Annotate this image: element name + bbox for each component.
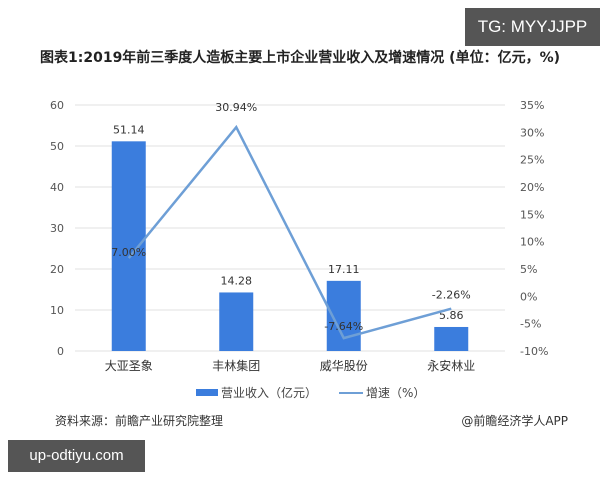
- right-axis-tick: 20%: [520, 181, 544, 194]
- right-axis-tick: -10%: [520, 345, 548, 358]
- bar-swatch-icon: [196, 389, 218, 396]
- left-axis-tick: 50: [50, 140, 64, 153]
- right-axis-tick: 10%: [520, 236, 544, 249]
- tg-badge: TG: MYYJJPP: [465, 8, 600, 46]
- right-axis-tick: 15%: [520, 208, 544, 221]
- line-value-label: -7.64%: [324, 320, 363, 333]
- source-note: 资料来源：前瞻产业研究院整理: [55, 414, 224, 428]
- left-axis-tick: 0: [57, 345, 64, 358]
- line-swatch-icon: [339, 391, 364, 394]
- legend-item-growth: 增速（%）: [339, 384, 425, 401]
- bar-value-label: 51.14: [113, 123, 145, 136]
- category-label: 丰林集团: [212, 358, 260, 373]
- bar: [219, 292, 254, 351]
- category-label: 威华股份: [320, 359, 368, 373]
- line-value-label: -2.26%: [432, 289, 471, 302]
- legend-item-revenue: 营业收入（亿元）: [196, 384, 317, 401]
- growth-line: [127, 124, 452, 340]
- legend-label-revenue: 营业收入（亿元）: [221, 386, 318, 400]
- right-axis-tick: 35%: [520, 99, 544, 112]
- right-axis-tick: -5%: [520, 318, 541, 331]
- left-axis-tick: 10: [50, 304, 64, 317]
- right-axis-tick: 5%: [520, 263, 537, 276]
- left-axis-tick: 60: [50, 99, 64, 112]
- bar-value-label: 5.86: [439, 309, 464, 322]
- left-axis-tick: 30: [50, 222, 64, 235]
- bar-value-label: 17.11: [328, 263, 360, 276]
- right-axis-tick: 30%: [520, 126, 544, 139]
- left-axis-tick: 20: [50, 263, 64, 276]
- right-axis-tick: 25%: [520, 154, 544, 167]
- left-axis-tick: 40: [50, 181, 64, 194]
- category-label: 永安林业: [427, 358, 475, 373]
- chart-title: 图表1:2019年前三季度人造板主要上市企业营业收入及增速情况 (单位：亿元，%…: [40, 50, 561, 66]
- url-badge: up-odtiyu.com: [8, 440, 145, 472]
- bar: [434, 326, 469, 351]
- bar-value-label: 14.28: [221, 274, 253, 287]
- category-label: 大亚圣象: [105, 359, 153, 373]
- right-axis-tick: 0%: [520, 290, 537, 303]
- line-value-label: 30.94%: [215, 101, 257, 114]
- line-value-label: 7.00%: [111, 246, 146, 259]
- legend-label-growth: 增速（%）: [366, 386, 426, 400]
- credit-note: @前瞻经济学人APP: [461, 414, 568, 428]
- legend: 营业收入（亿元） 增速（%）: [196, 384, 425, 401]
